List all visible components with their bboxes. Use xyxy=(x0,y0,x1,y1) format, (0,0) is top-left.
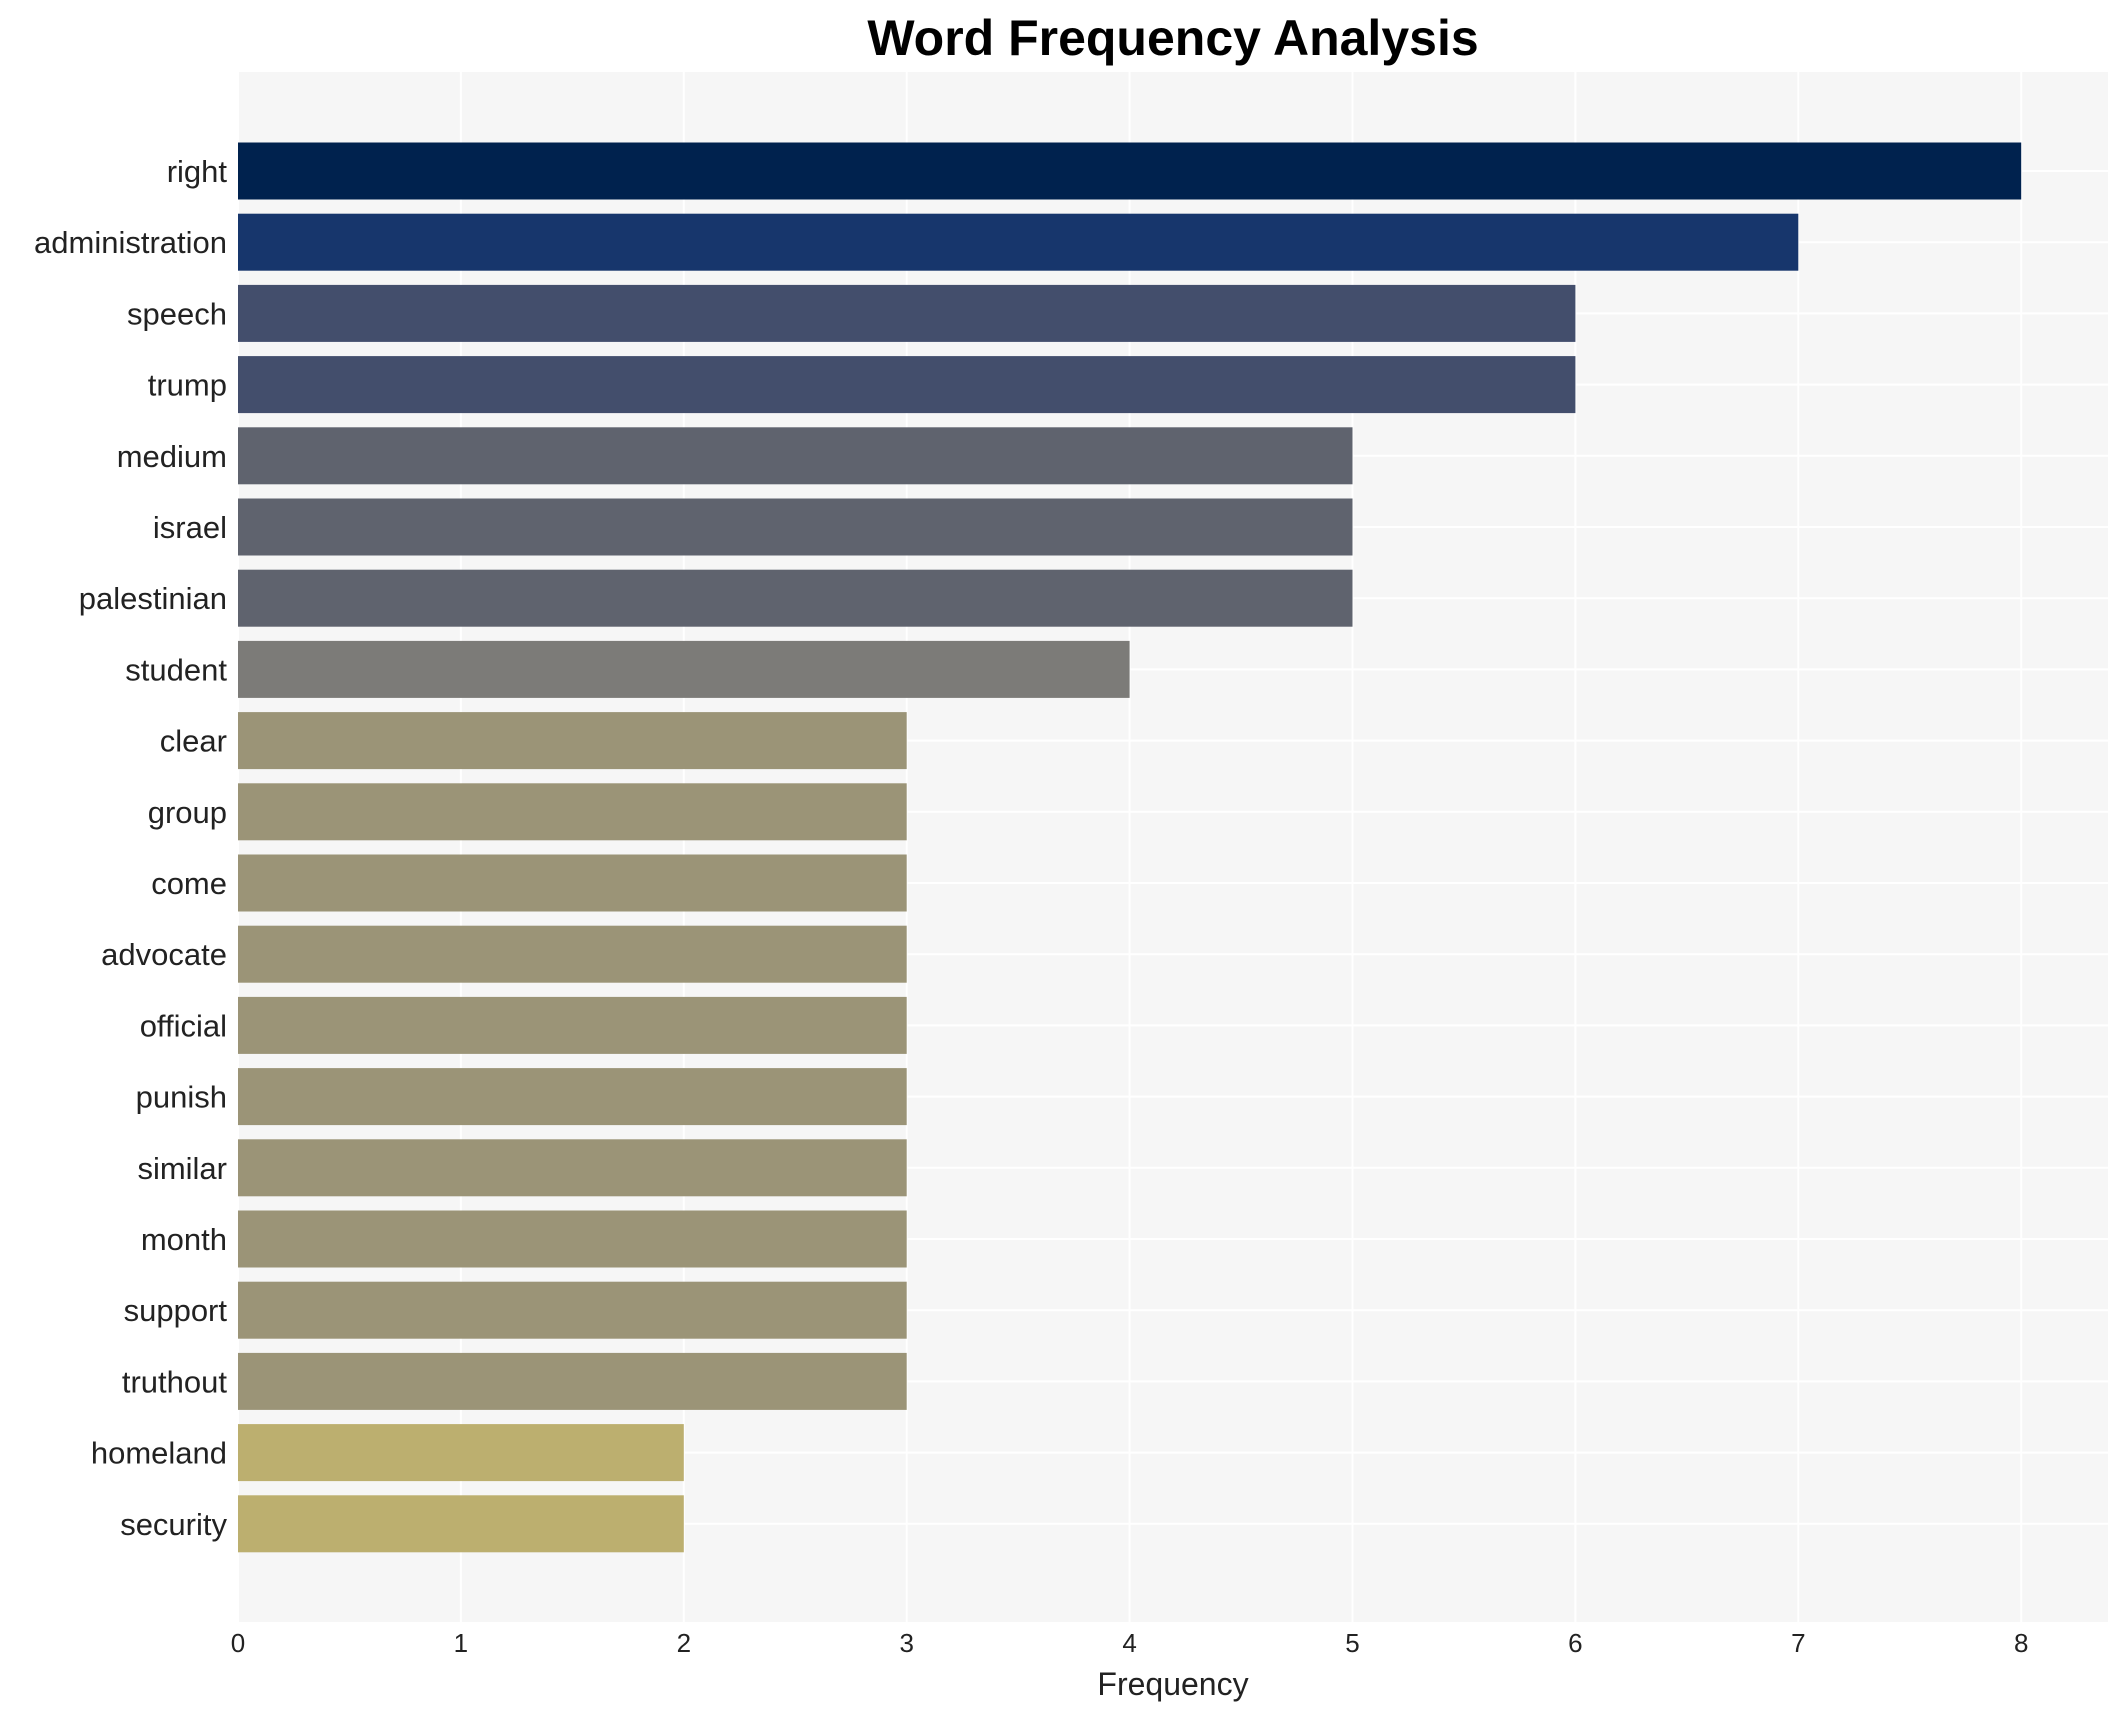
bar-truthout xyxy=(238,1352,907,1410)
bars xyxy=(238,142,2022,1553)
y-tick-label-medium: medium xyxy=(117,439,227,474)
bar-homeland xyxy=(238,1424,684,1482)
y-tick-label-israel: israel xyxy=(153,510,227,545)
bar-right xyxy=(238,142,2022,200)
bar-speech xyxy=(238,284,1576,342)
y-tick-label-right: right xyxy=(167,154,228,189)
y-tick-label-security: security xyxy=(120,1507,227,1542)
y-tick-label-official: official xyxy=(140,1008,227,1043)
x-tick-label: 5 xyxy=(1345,1628,1359,1658)
bar-month xyxy=(238,1210,907,1268)
y-axis-tick-labels: right administration speech trump medium isra… xyxy=(34,154,227,1542)
y-tick-label-clear: clear xyxy=(160,724,227,759)
y-tick-label-homeland: homeland xyxy=(91,1436,227,1471)
bar-come xyxy=(238,854,907,912)
chart-title: Word Frequency Analysis xyxy=(867,10,1478,66)
x-tick-label: 2 xyxy=(677,1628,691,1658)
x-axis-label: Frequency xyxy=(1097,1666,1248,1702)
y-tick-label-trump: trump xyxy=(148,368,227,403)
y-tick-label-truthout: truthout xyxy=(122,1364,228,1399)
bar-medium xyxy=(238,427,1353,485)
bar-punish xyxy=(238,1068,907,1126)
x-tick-label: 7 xyxy=(1791,1628,1805,1658)
y-tick-label-punish: punish xyxy=(136,1080,227,1115)
y-tick-label-administration: administration xyxy=(34,225,227,260)
bar-security xyxy=(238,1495,684,1553)
bar-israel xyxy=(238,498,1353,556)
bar-support xyxy=(238,1281,907,1339)
x-tick-label: 6 xyxy=(1568,1628,1582,1658)
bar-trump xyxy=(238,356,1576,414)
bar-group xyxy=(238,783,907,841)
y-tick-label-speech: speech xyxy=(127,296,227,331)
bar-student xyxy=(238,640,1130,698)
y-tick-label-support: support xyxy=(124,1293,228,1328)
x-tick-label: 8 xyxy=(2014,1628,2028,1658)
y-tick-label-group: group xyxy=(148,795,227,830)
y-tick-label-palestinian: palestinian xyxy=(79,581,227,616)
bar-advocate xyxy=(238,925,907,983)
y-tick-label-similar: similar xyxy=(137,1151,227,1186)
x-axis-tick-labels: 0 1 2 3 4 5 6 7 8 xyxy=(231,1628,2029,1658)
x-tick-label: 3 xyxy=(899,1628,913,1658)
x-tick-label: 0 xyxy=(231,1628,245,1658)
y-tick-label-student: student xyxy=(125,652,227,687)
x-tick-label: 1 xyxy=(454,1628,468,1658)
bar-similar xyxy=(238,1139,907,1197)
x-tick-label: 4 xyxy=(1122,1628,1136,1658)
bar-official xyxy=(238,996,907,1054)
y-tick-label-advocate: advocate xyxy=(101,937,227,972)
y-tick-label-come: come xyxy=(151,866,227,901)
y-tick-label-month: month xyxy=(141,1222,227,1257)
bar-clear xyxy=(238,712,907,770)
bar-palestinian xyxy=(238,569,1353,627)
bar-administration xyxy=(238,213,1799,271)
